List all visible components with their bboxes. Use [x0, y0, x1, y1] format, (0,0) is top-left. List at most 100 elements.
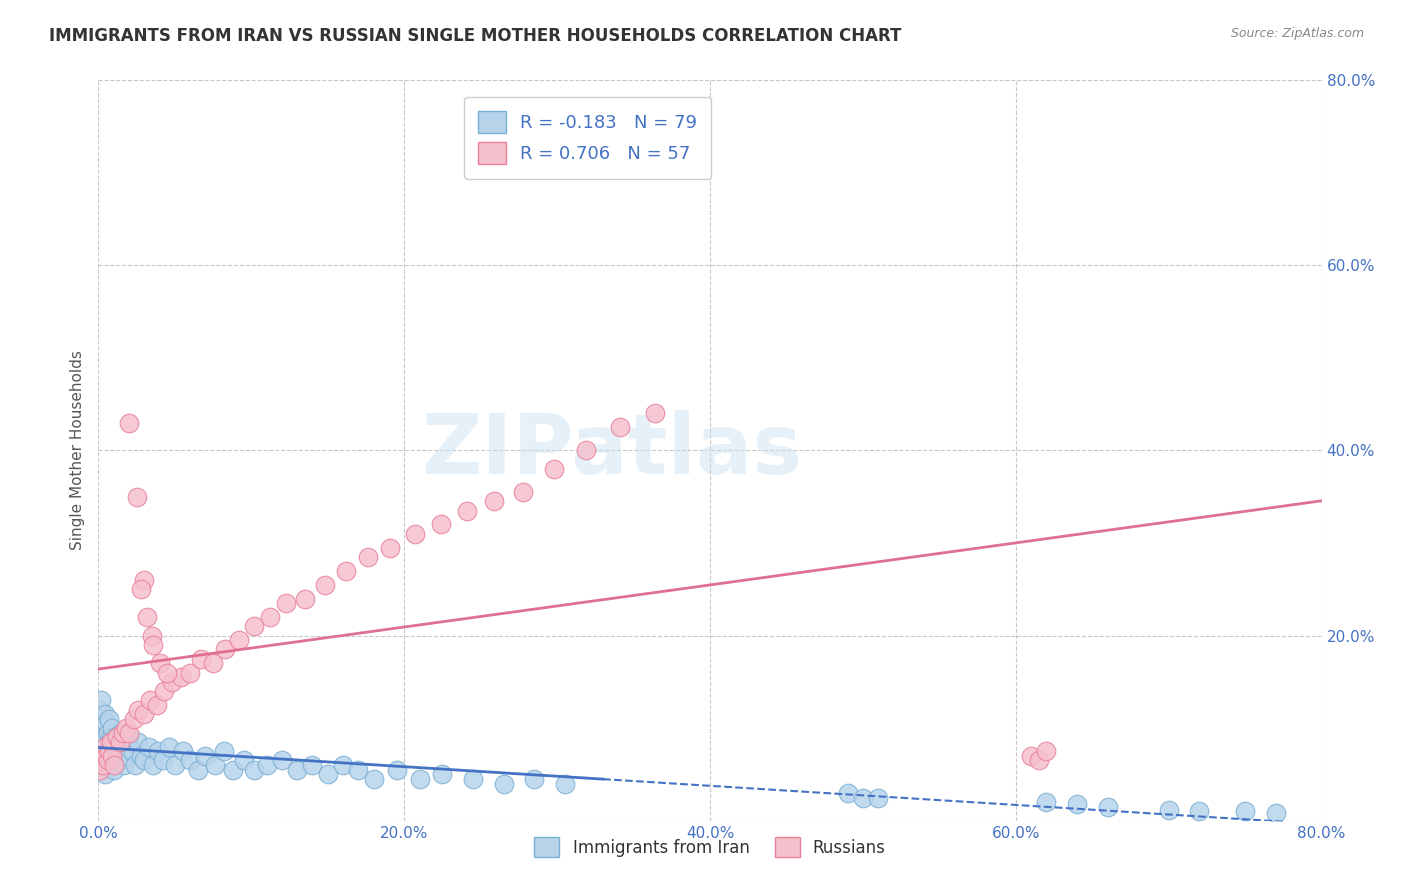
Point	[1019, 748, 1042, 763]
Point	[117, 748, 139, 763]
Point	[94, 758, 117, 772]
Point	[194, 748, 217, 763]
Point	[179, 754, 201, 768]
Point	[152, 754, 174, 768]
Point	[170, 670, 193, 684]
Point	[101, 721, 124, 735]
Point	[1028, 754, 1050, 768]
Point	[115, 721, 138, 735]
Point	[91, 758, 114, 772]
Point	[110, 725, 132, 739]
Point	[212, 744, 235, 758]
Text: Source: ZipAtlas.com: Source: ZipAtlas.com	[1230, 27, 1364, 40]
Legend: Immigrants from Iran, Russians: Immigrants from Iran, Russians	[527, 830, 893, 864]
Point	[138, 739, 160, 754]
Point	[153, 684, 176, 698]
Point	[89, 763, 111, 777]
Point	[575, 443, 598, 458]
Point	[111, 725, 134, 739]
Point	[156, 665, 179, 680]
Point	[1066, 797, 1088, 811]
Point	[91, 721, 114, 735]
Point	[1157, 803, 1180, 817]
Point	[243, 763, 266, 777]
Point	[90, 754, 112, 768]
Point	[461, 772, 484, 786]
Point	[852, 790, 875, 805]
Point	[256, 758, 278, 772]
Point	[190, 651, 212, 665]
Point	[609, 420, 631, 434]
Point	[93, 731, 115, 745]
Point	[363, 772, 385, 786]
Point	[404, 526, 426, 541]
Point	[97, 748, 120, 763]
Point	[160, 674, 183, 689]
Point	[105, 748, 128, 763]
Point	[554, 776, 576, 791]
Point	[112, 758, 135, 772]
Point	[111, 744, 134, 758]
Point	[142, 758, 165, 772]
Point	[94, 739, 117, 754]
Point	[1234, 805, 1257, 819]
Point	[108, 754, 131, 768]
Point	[179, 665, 201, 680]
Point	[100, 731, 122, 745]
Point	[139, 693, 162, 707]
Point	[122, 712, 145, 726]
Point	[187, 763, 209, 777]
Point	[146, 744, 169, 758]
Point	[243, 619, 266, 633]
Point	[332, 758, 354, 772]
Point	[89, 703, 111, 717]
Point	[103, 739, 125, 754]
Point	[89, 735, 111, 749]
Point	[335, 564, 357, 578]
Point	[121, 744, 143, 758]
Point	[270, 754, 292, 768]
Point	[1035, 744, 1057, 758]
Point	[93, 707, 115, 722]
Point	[259, 610, 281, 624]
Point	[484, 494, 506, 508]
Point	[118, 725, 141, 739]
Point	[301, 758, 323, 772]
Point	[136, 610, 159, 624]
Point	[1097, 799, 1119, 814]
Point	[103, 758, 125, 772]
Point	[98, 744, 121, 758]
Point	[347, 763, 370, 777]
Point	[98, 712, 121, 726]
Point	[222, 763, 245, 777]
Point	[127, 735, 149, 749]
Point	[432, 767, 454, 781]
Point	[149, 657, 172, 671]
Point	[129, 582, 152, 597]
Point	[134, 573, 156, 587]
Point	[118, 416, 141, 430]
Point	[93, 767, 115, 781]
Point	[456, 503, 478, 517]
Point	[103, 763, 125, 777]
Point	[512, 485, 534, 500]
Point	[90, 754, 112, 768]
Point	[118, 731, 141, 745]
Point	[172, 744, 194, 758]
Point	[97, 754, 120, 768]
Point	[134, 754, 156, 768]
Point	[204, 758, 226, 772]
Text: IMMIGRANTS FROM IRAN VS RUSSIAN SINGLE MOTHER HOUSEHOLDS CORRELATION CHART: IMMIGRANTS FROM IRAN VS RUSSIAN SINGLE M…	[49, 27, 901, 45]
Point	[316, 767, 339, 781]
Point	[127, 703, 149, 717]
Point	[105, 731, 128, 745]
Point	[1035, 795, 1057, 809]
Point	[91, 748, 114, 763]
Point	[163, 758, 186, 772]
Point	[202, 657, 225, 671]
Point	[314, 577, 336, 591]
Point	[98, 735, 121, 749]
Point	[100, 735, 122, 749]
Point	[523, 772, 546, 786]
Point	[129, 748, 152, 763]
